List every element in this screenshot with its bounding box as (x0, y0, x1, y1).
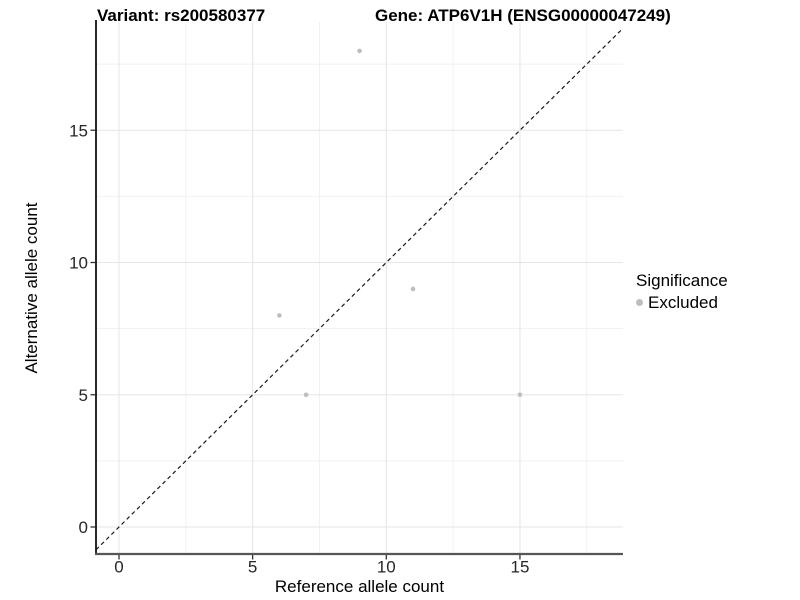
data-point (277, 313, 282, 318)
legend: Significance Excluded (636, 271, 728, 312)
legend-item-excluded: Excluded (636, 293, 728, 312)
data-point (517, 392, 523, 398)
y-axis-title: Alternative allele count (22, 202, 41, 374)
data-point (357, 48, 362, 54)
x-tick-label: 5 (248, 558, 257, 577)
data-point (303, 392, 309, 398)
plot-title-variant: Variant: rs200580377 (97, 6, 266, 25)
legend-title: Significance (636, 271, 728, 290)
plot-title-gene: Gene: ATP6V1H (ENSG00000047249) (375, 6, 671, 25)
y-tick-label: 15 (69, 121, 88, 140)
legend-item-label: Excluded (648, 293, 718, 312)
y-tick-label: 0 (79, 518, 88, 537)
identity-line (95, 27, 624, 551)
x-axis-title: Reference allele count (274, 577, 445, 596)
y-tick-label: 5 (79, 386, 88, 405)
y-tick-label: 10 (69, 254, 88, 273)
x-tick-label: 0 (114, 558, 123, 577)
data-point (410, 286, 416, 292)
x-tick-label: 15 (510, 558, 529, 577)
excluded-point-icon (636, 299, 643, 306)
x-tick-label: 10 (377, 558, 396, 577)
